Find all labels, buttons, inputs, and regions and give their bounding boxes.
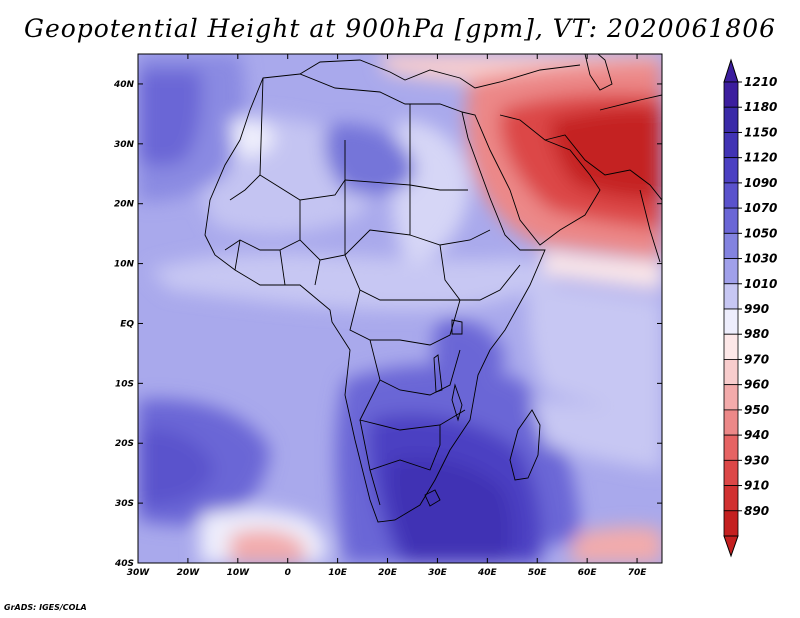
colorbar-label: 940 <box>744 428 769 442</box>
x-tick-label: 20E <box>378 568 398 578</box>
coastline-and-borders <box>204 54 662 523</box>
x-tick-label: 30E <box>428 568 448 578</box>
colorbar-swatch <box>723 283 739 310</box>
colorbar-swatch <box>723 485 739 512</box>
colorbar-swatch <box>723 157 739 184</box>
colorbar-label: 890 <box>744 504 769 518</box>
y-tick-label: 30S <box>115 499 134 509</box>
colorbar-swatch <box>723 434 739 461</box>
colorbar-label: 970 <box>744 352 769 366</box>
colorbar-swatch <box>723 510 739 537</box>
x-tick-label: 60E <box>578 568 598 578</box>
x-tick-label: 40E <box>477 568 498 578</box>
colorbar-bottom-arrow <box>723 535 739 558</box>
y-tick-label: 40N <box>113 80 135 90</box>
colorbar-swatch <box>723 106 739 133</box>
colorbar-swatch <box>723 308 739 335</box>
x-tick-label: 10E <box>328 568 348 578</box>
colorbar-swatch <box>723 333 739 360</box>
colorbar-swatch <box>723 459 739 486</box>
colorbar-label: 1150 <box>744 125 777 139</box>
colorbar-label: 930 <box>744 453 769 467</box>
colorbar-label: 910 <box>744 479 769 493</box>
y-tick-label: EQ <box>120 319 134 329</box>
y-tick-label: 10N <box>114 260 135 270</box>
x-axis: 30W 20W 10W 0 10E 20E 30E 40E 50E 60E 70E <box>127 54 647 578</box>
colorbar-label: 950 <box>744 403 769 417</box>
y-tick-label: 10S <box>115 379 134 389</box>
geopotential-field <box>138 54 662 563</box>
x-tick-label: 20W <box>177 568 201 578</box>
colorbar-swatch <box>723 132 739 159</box>
grads-credit: GrADS: IGES/COLA <box>4 603 87 612</box>
chart-title: Geopotential Height at 900hPa [gpm], VT:… <box>23 14 777 43</box>
colorbar-swatch <box>723 182 739 209</box>
colorbar-label: 1120 <box>744 151 777 165</box>
y-tick-label: 20S <box>115 439 134 449</box>
colorbar: 1210 1180 1150 1120 1090 1070 1050 1030 1010 990 9… <box>723 58 777 558</box>
colorbar-label: 960 <box>744 378 769 392</box>
colorbar-swatch <box>723 359 739 386</box>
colorbar-swatch <box>723 81 739 108</box>
colorbar-label: 1010 <box>744 277 777 291</box>
x-tick-label: 70E <box>628 568 648 578</box>
x-tick-label: 50E <box>528 568 548 578</box>
colorbar-label: 1070 <box>744 201 777 215</box>
colorbar-label: 1030 <box>744 252 777 266</box>
colorbar-label: 1050 <box>744 226 777 240</box>
x-tick-label: 30W <box>127 568 151 578</box>
x-tick-label: 0 <box>285 568 291 578</box>
y-tick-label: 40S <box>114 559 134 569</box>
colorbar-swatch <box>723 207 739 234</box>
colorbar-swatch <box>723 258 739 285</box>
colorbar-label: 1180 <box>744 100 777 114</box>
y-tick-label: 20N <box>114 200 135 210</box>
plot-frame <box>137 53 663 564</box>
colorbar-swatch <box>723 232 739 259</box>
colorbar-label: 1210 <box>744 75 777 89</box>
colorbar-label: 990 <box>744 302 769 316</box>
colorbar-top-arrow <box>723 58 739 83</box>
colorbar-label: 980 <box>744 327 769 341</box>
y-tick-label: 30N <box>114 140 135 150</box>
colorbar-swatch <box>723 384 739 411</box>
colorbar-swatch <box>723 409 739 436</box>
y-axis: 40S 30S 20S 10S EQ 10N 20N 30N 40N <box>113 80 662 569</box>
x-tick-label: 10W <box>227 568 251 578</box>
colorbar-label: 1090 <box>744 176 777 190</box>
